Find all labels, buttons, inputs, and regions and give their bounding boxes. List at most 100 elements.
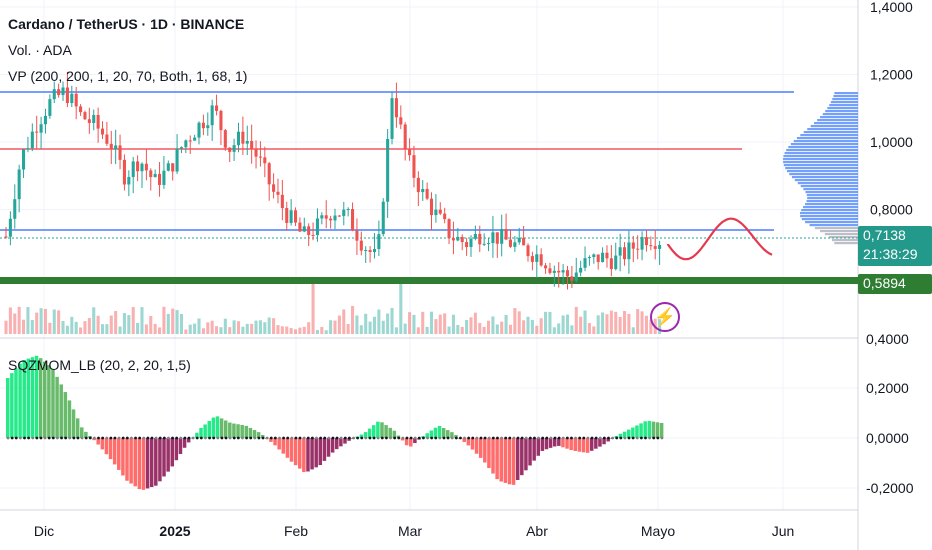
momentum-bar bbox=[392, 430, 397, 438]
candle-body bbox=[315, 218, 319, 236]
volume-bar bbox=[618, 317, 622, 334]
candle-body bbox=[508, 239, 513, 247]
volume-profile-row bbox=[800, 185, 858, 188]
squeeze-momentum-legend[interactable]: SQZMOM_LB (20, 2, 20, 1,5) bbox=[8, 357, 191, 373]
squeeze-dot bbox=[232, 436, 236, 440]
momentum-bar bbox=[129, 438, 133, 484]
momentum-bar bbox=[26, 358, 31, 438]
volume-legend[interactable]: Vol. · ADA bbox=[8, 42, 72, 58]
squeeze-dot bbox=[364, 436, 368, 440]
candle-body bbox=[486, 243, 491, 245]
volume-bar bbox=[157, 327, 162, 334]
volume-profile-row bbox=[783, 155, 858, 158]
squeeze-dot bbox=[27, 436, 31, 440]
price-axis: 0,8000 1,0000 1,2000 1,4000 -0,2000 0,0000 0,2… bbox=[866, 0, 914, 496]
squeeze-dot bbox=[105, 436, 109, 440]
candle-body bbox=[386, 138, 390, 202]
volume-profile-legend[interactable]: VP (200, 200, 1, 20, 70, Both, 1, 68, 1) bbox=[8, 68, 248, 84]
squeeze-dot bbox=[549, 436, 553, 440]
candle-body bbox=[605, 252, 609, 259]
volume-bar bbox=[500, 321, 504, 334]
volume-bar bbox=[522, 320, 526, 334]
squeeze-dot bbox=[39, 436, 43, 440]
volume-bar bbox=[570, 325, 574, 334]
squeeze-dot bbox=[253, 436, 257, 440]
candle-body bbox=[544, 265, 548, 269]
candle-body bbox=[574, 272, 578, 281]
candle-body bbox=[254, 148, 258, 157]
volume-bar bbox=[491, 316, 495, 334]
squeeze-dot bbox=[142, 436, 146, 440]
candle-body bbox=[131, 161, 135, 177]
candle-body bbox=[258, 156, 262, 158]
volume-bar bbox=[381, 320, 385, 334]
squeeze-dot bbox=[397, 436, 401, 440]
volume-bar bbox=[109, 315, 113, 334]
lightning-bolt-icon[interactable]: ⚡ bbox=[650, 302, 680, 332]
volume-bar bbox=[614, 311, 618, 334]
momentum-bar bbox=[540, 438, 545, 451]
momentum-bar bbox=[404, 438, 409, 446]
volume-bar bbox=[640, 311, 644, 334]
volume-bar bbox=[74, 321, 78, 334]
squeeze-dot bbox=[167, 436, 170, 440]
momentum-bar bbox=[433, 427, 438, 438]
momentum-bar bbox=[137, 438, 142, 490]
squeeze-dot bbox=[380, 436, 384, 440]
momentum-bar bbox=[121, 438, 125, 476]
squeeze-dot bbox=[80, 436, 84, 440]
squeeze-dot bbox=[446, 436, 450, 440]
squeeze-dot bbox=[479, 436, 483, 440]
momentum-bar bbox=[499, 438, 503, 482]
squeeze-dot bbox=[183, 436, 187, 440]
squeeze-dot bbox=[533, 436, 536, 440]
volume-bar bbox=[408, 312, 412, 334]
candle-body bbox=[197, 122, 201, 138]
squeeze-dot bbox=[294, 436, 298, 440]
squeeze-dot bbox=[368, 436, 372, 440]
momentum-bar bbox=[487, 438, 491, 469]
volume-bar bbox=[162, 306, 166, 334]
candle-body bbox=[52, 89, 56, 100]
momentum-bar bbox=[186, 438, 191, 443]
volume-bar bbox=[193, 323, 197, 334]
squeeze-dot bbox=[483, 436, 487, 440]
volume-bar bbox=[351, 306, 355, 334]
squeeze-dot bbox=[508, 436, 512, 440]
momentum-bar bbox=[483, 438, 487, 463]
momentum-bar bbox=[454, 435, 458, 438]
volume-bar bbox=[232, 320, 236, 334]
volume-bar bbox=[272, 318, 276, 334]
momentum-bar bbox=[18, 363, 22, 438]
candle-body bbox=[557, 270, 561, 273]
squeeze-dot bbox=[631, 436, 635, 440]
volume-profile-row bbox=[803, 188, 858, 191]
candle-body bbox=[245, 140, 249, 144]
volume-profile bbox=[783, 92, 858, 245]
volume-bar bbox=[179, 313, 184, 334]
candle-body bbox=[565, 270, 570, 277]
squeeze-dot bbox=[113, 436, 117, 440]
squeeze-dot bbox=[249, 436, 253, 440]
squeeze-dot bbox=[261, 436, 265, 440]
candle-body bbox=[381, 201, 385, 235]
momentum-bar bbox=[59, 384, 63, 438]
candle-body bbox=[136, 161, 140, 172]
candle-body bbox=[368, 250, 372, 253]
squeeze-dot bbox=[520, 436, 524, 440]
candle-body bbox=[236, 131, 241, 146]
volume-bar bbox=[302, 326, 306, 334]
volume-profile-row bbox=[830, 101, 858, 104]
candle-body bbox=[43, 115, 48, 125]
candle-body bbox=[403, 124, 407, 149]
squeeze-dot bbox=[356, 436, 360, 440]
volume-profile-row bbox=[827, 107, 858, 110]
squeeze-dot bbox=[109, 436, 113, 440]
volume-bar bbox=[355, 315, 359, 334]
volume-bar bbox=[276, 325, 280, 334]
squeeze-dot bbox=[401, 436, 405, 440]
momentum-bar bbox=[273, 438, 277, 446]
momentum-bar bbox=[639, 423, 643, 438]
candle-body bbox=[601, 252, 605, 263]
